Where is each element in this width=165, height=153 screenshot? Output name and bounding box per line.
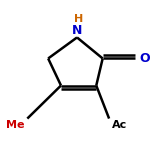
Text: H: H <box>74 14 83 24</box>
Text: Me: Me <box>6 120 24 130</box>
Text: N: N <box>72 24 82 37</box>
Text: Ac: Ac <box>112 120 128 130</box>
Text: O: O <box>140 52 150 65</box>
